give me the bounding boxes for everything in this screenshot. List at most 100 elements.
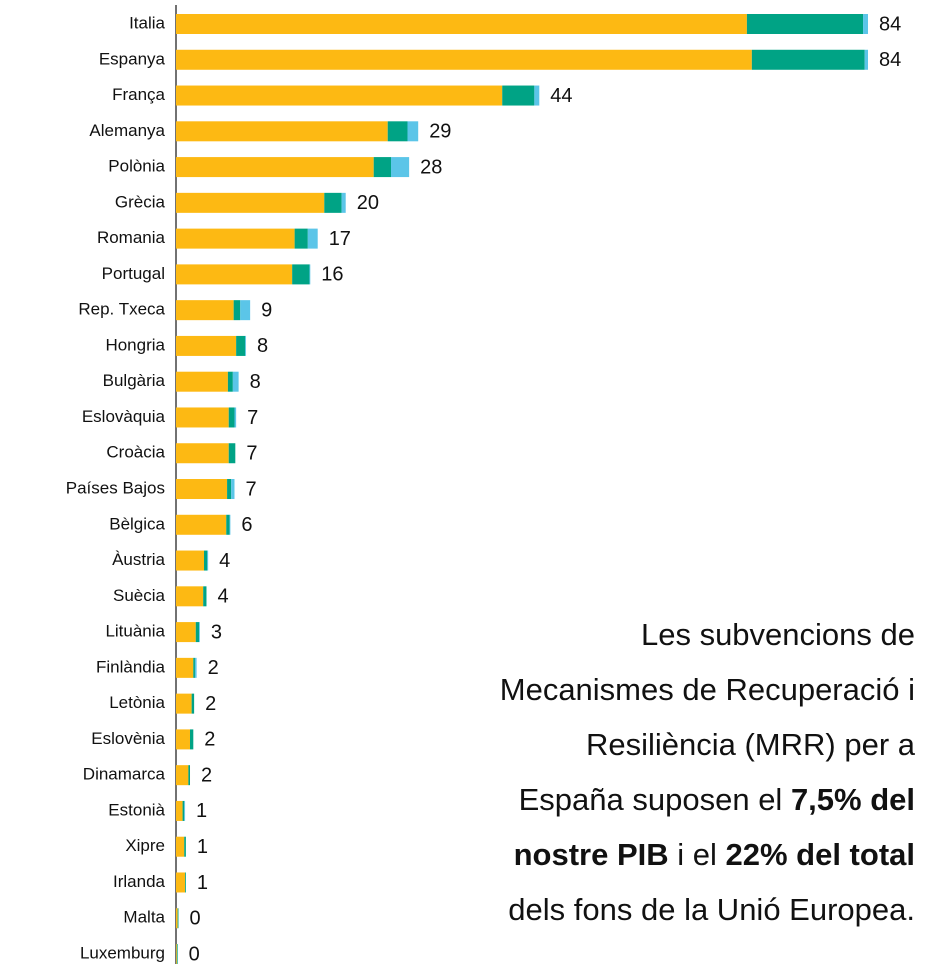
annotation-text: dels fons de la Unió Europea. <box>508 892 915 927</box>
bar-segment <box>864 49 868 70</box>
bar-segment <box>203 586 207 607</box>
annotation-text: España suposen el <box>519 782 791 817</box>
bar-segment <box>176 157 374 178</box>
bar-segment <box>176 693 192 714</box>
category-label: Portugal <box>102 264 165 283</box>
bar-segment <box>176 729 191 750</box>
bar-segment <box>341 192 346 213</box>
total-label: 0 <box>189 908 200 930</box>
bar-segment <box>176 300 234 321</box>
bar-segment <box>292 264 310 285</box>
total-label: 8 <box>257 335 268 357</box>
total-label: 1 <box>197 872 208 894</box>
annotation-line: Mecanismes de Recuperació i <box>500 672 915 707</box>
total-label: 84 <box>879 13 901 35</box>
category-label: Países Bajos <box>66 478 165 497</box>
annotation-text: 22% del total <box>726 837 916 872</box>
bar-segment <box>176 85 503 106</box>
total-label: 2 <box>204 729 215 751</box>
bar-segment <box>176 657 194 678</box>
total-label: 3 <box>211 621 222 643</box>
annotation-text: nostre PIB <box>514 837 669 872</box>
bar-segment <box>176 944 178 964</box>
total-label: 17 <box>329 228 351 250</box>
bar-segment <box>176 836 185 857</box>
bar-segment <box>502 85 535 106</box>
category-label: Bèlgica <box>109 514 165 533</box>
total-label: 4 <box>217 586 228 608</box>
category-label: Hongria <box>105 335 165 354</box>
bar-segment <box>207 550 209 571</box>
total-label: 20 <box>357 192 379 214</box>
bar-segment <box>176 49 752 70</box>
bar-segment <box>176 371 228 392</box>
bar-segment <box>176 765 189 786</box>
bar-segment <box>228 443 236 464</box>
bar-segment <box>182 800 185 821</box>
bar-segment <box>176 586 204 607</box>
total-label: 1 <box>196 800 207 822</box>
total-label: 8 <box>250 371 261 393</box>
total-label: 29 <box>429 121 451 143</box>
total-label: 4 <box>219 550 230 572</box>
bar-segment <box>309 264 311 285</box>
bar-segment <box>176 264 293 285</box>
category-label: Polònia <box>108 157 165 176</box>
bar-segment <box>176 228 295 249</box>
bar-segment <box>746 14 864 34</box>
bar-segment <box>307 228 318 249</box>
bar-segment <box>227 371 233 392</box>
bar-segment <box>240 300 251 321</box>
bar-segment <box>190 729 194 750</box>
bar-segment <box>194 657 197 678</box>
annotation-text: 7,5% del <box>791 782 915 817</box>
category-label: França <box>112 85 165 104</box>
bar-segment <box>231 479 235 500</box>
bar-segment <box>227 479 232 500</box>
bar-segment <box>863 14 868 34</box>
bar-segment <box>234 407 237 428</box>
total-label: 6 <box>241 514 252 536</box>
bar-segment <box>407 121 419 142</box>
category-label: Alemanya <box>89 121 165 140</box>
total-label: 44 <box>550 85 572 107</box>
bar-segment <box>177 908 179 929</box>
category-label: Xipre <box>125 836 165 855</box>
total-label: 7 <box>245 478 256 500</box>
bar-segment <box>199 622 200 643</box>
category-label: Finlàndia <box>96 657 166 676</box>
annotation-line: dels fons de la Unió Europea. <box>508 892 915 927</box>
category-label: Lituània <box>105 622 165 641</box>
category-label: Rep. Txeca <box>78 300 165 319</box>
bar-segment <box>184 800 186 821</box>
total-label: 7 <box>247 407 258 429</box>
category-label: Estonià <box>108 800 165 819</box>
bar-segment <box>176 944 177 964</box>
bar-segment <box>176 550 205 571</box>
bar-segment <box>204 550 208 571</box>
total-label: 9 <box>261 299 272 321</box>
annotation-line: Les subvencions de <box>641 617 915 652</box>
bar-segment <box>176 800 183 821</box>
category-label: Letònia <box>109 693 165 712</box>
annotation-text: i el <box>669 837 726 872</box>
bar-segment <box>176 908 178 929</box>
bar-segment <box>176 121 388 142</box>
bar-segment <box>176 514 227 535</box>
bar-segment <box>176 192 325 213</box>
category-label: Italia <box>129 13 165 32</box>
category-label: Dinamarca <box>83 765 166 784</box>
bar-segment <box>233 300 241 321</box>
bar-segment <box>193 657 195 678</box>
total-label: 2 <box>205 693 216 715</box>
bar-segment <box>176 622 196 643</box>
annotation-line: Resiliència (MRR) per a <box>586 727 916 762</box>
category-label: Eslovàquia <box>82 407 166 426</box>
bar-segment <box>294 228 308 249</box>
category-label: Romania <box>97 228 166 247</box>
bar-segment <box>176 443 229 464</box>
category-label: Irlanda <box>113 872 166 891</box>
bar-segment <box>176 479 228 500</box>
bar-segment <box>226 514 230 535</box>
total-label: 84 <box>879 49 901 71</box>
